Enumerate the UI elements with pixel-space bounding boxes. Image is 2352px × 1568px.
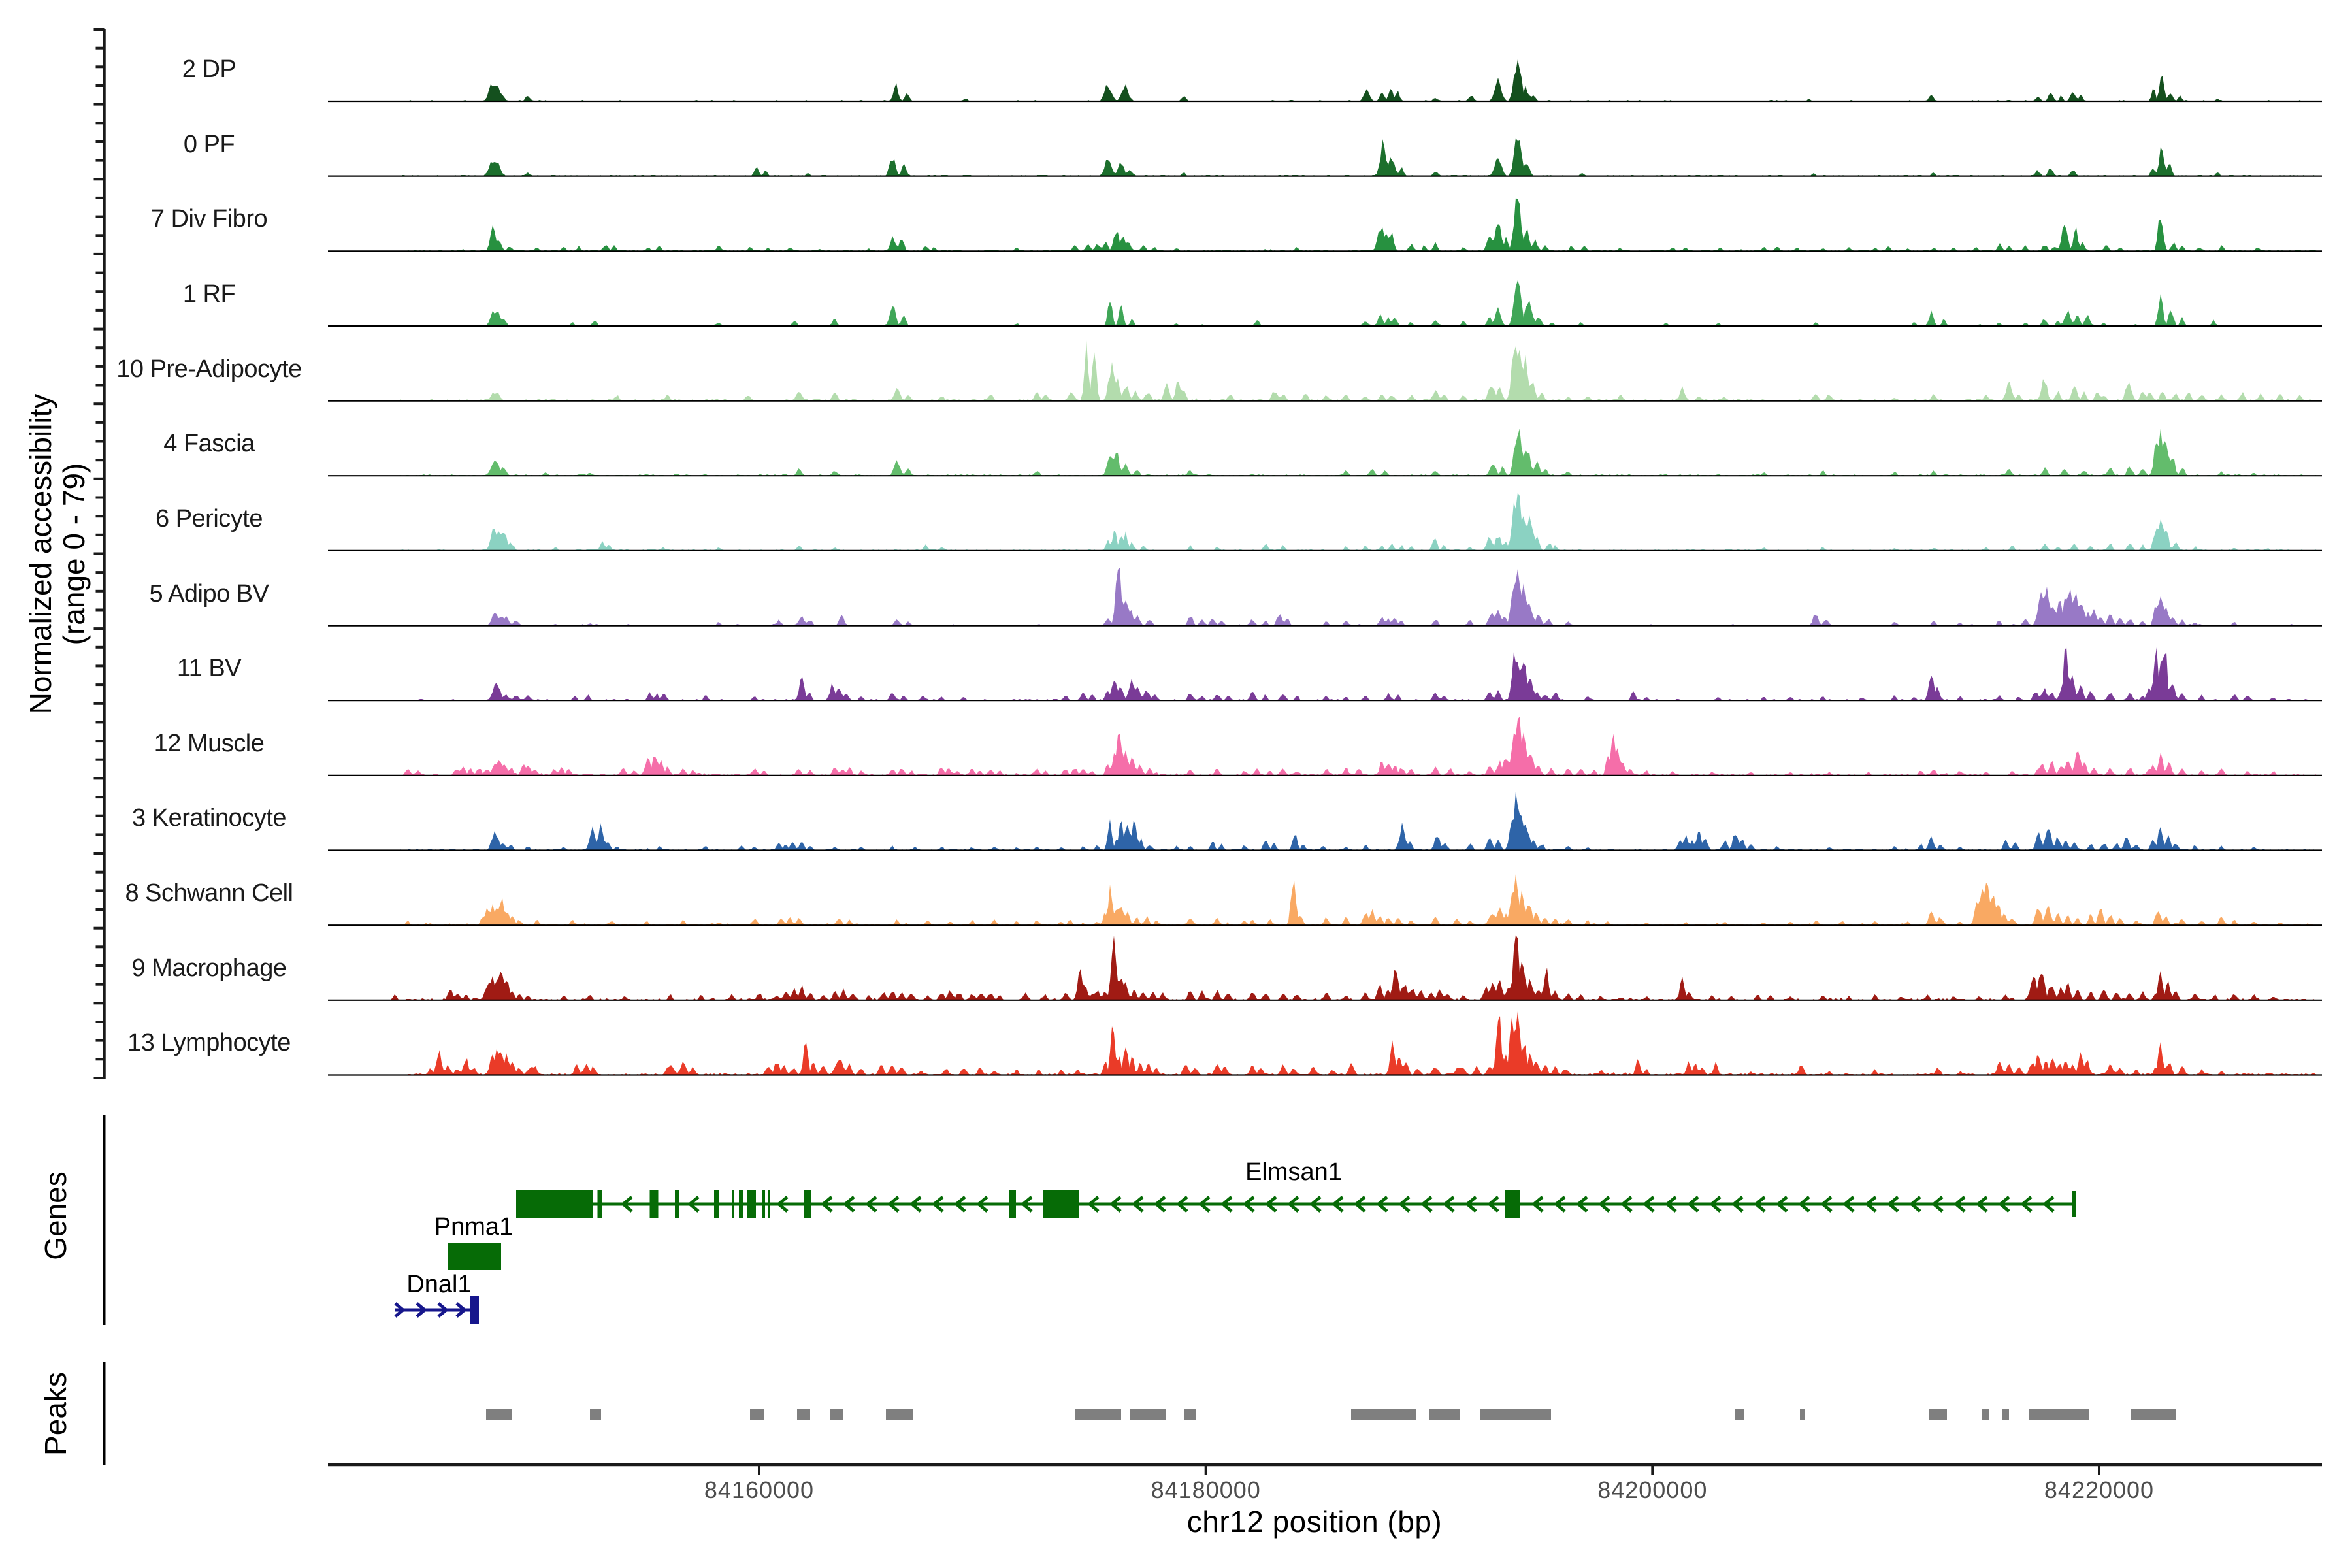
svg-text:12 Muscle: 12 Muscle — [154, 730, 265, 757]
svg-text:9 Macrophage: 9 Macrophage — [132, 955, 287, 982]
svg-text:84200000: 84200000 — [1597, 1477, 1707, 1503]
svg-text:Dnal1: Dnal1 — [406, 1271, 471, 1298]
svg-text:Normalized accessibility: Normalized accessibility — [24, 394, 57, 715]
svg-text:chr12 position (bp): chr12 position (bp) — [1187, 1505, 1442, 1539]
svg-text:84160000: 84160000 — [704, 1477, 814, 1503]
svg-text:11 BV: 11 BV — [177, 655, 242, 682]
svg-text:8 Schwann Cell: 8 Schwann Cell — [125, 879, 293, 907]
svg-text:Genes: Genes — [39, 1171, 73, 1260]
svg-text:Elmsan1: Elmsan1 — [1245, 1158, 1342, 1186]
svg-text:84180000: 84180000 — [1151, 1477, 1261, 1503]
svg-text:1 RF: 1 RF — [183, 280, 235, 308]
svg-text:Peaks: Peaks — [39, 1372, 73, 1456]
svg-text:0 PF: 0 PF — [184, 131, 235, 158]
svg-text:2 DP: 2 DP — [182, 56, 236, 83]
svg-text:13 Lymphocyte: 13 Lymphocyte — [127, 1029, 291, 1056]
svg-text:84220000: 84220000 — [2044, 1477, 2154, 1503]
svg-text:5 Adipo BV: 5 Adipo BV — [149, 580, 269, 608]
svg-text:Pnma1: Pnma1 — [434, 1213, 513, 1241]
svg-text:7 Div Fibro: 7 Div Fibro — [151, 205, 267, 233]
svg-text:(range 0 - 79): (range 0 - 79) — [57, 463, 91, 645]
svg-text:6 Pericyte: 6 Pericyte — [155, 505, 263, 532]
svg-text:10 Pre-Adipocyte: 10 Pre-Adipocyte — [116, 355, 302, 383]
svg-text:3 Keratinocyte: 3 Keratinocyte — [132, 804, 286, 832]
svg-text:4 Fascia: 4 Fascia — [163, 430, 255, 457]
